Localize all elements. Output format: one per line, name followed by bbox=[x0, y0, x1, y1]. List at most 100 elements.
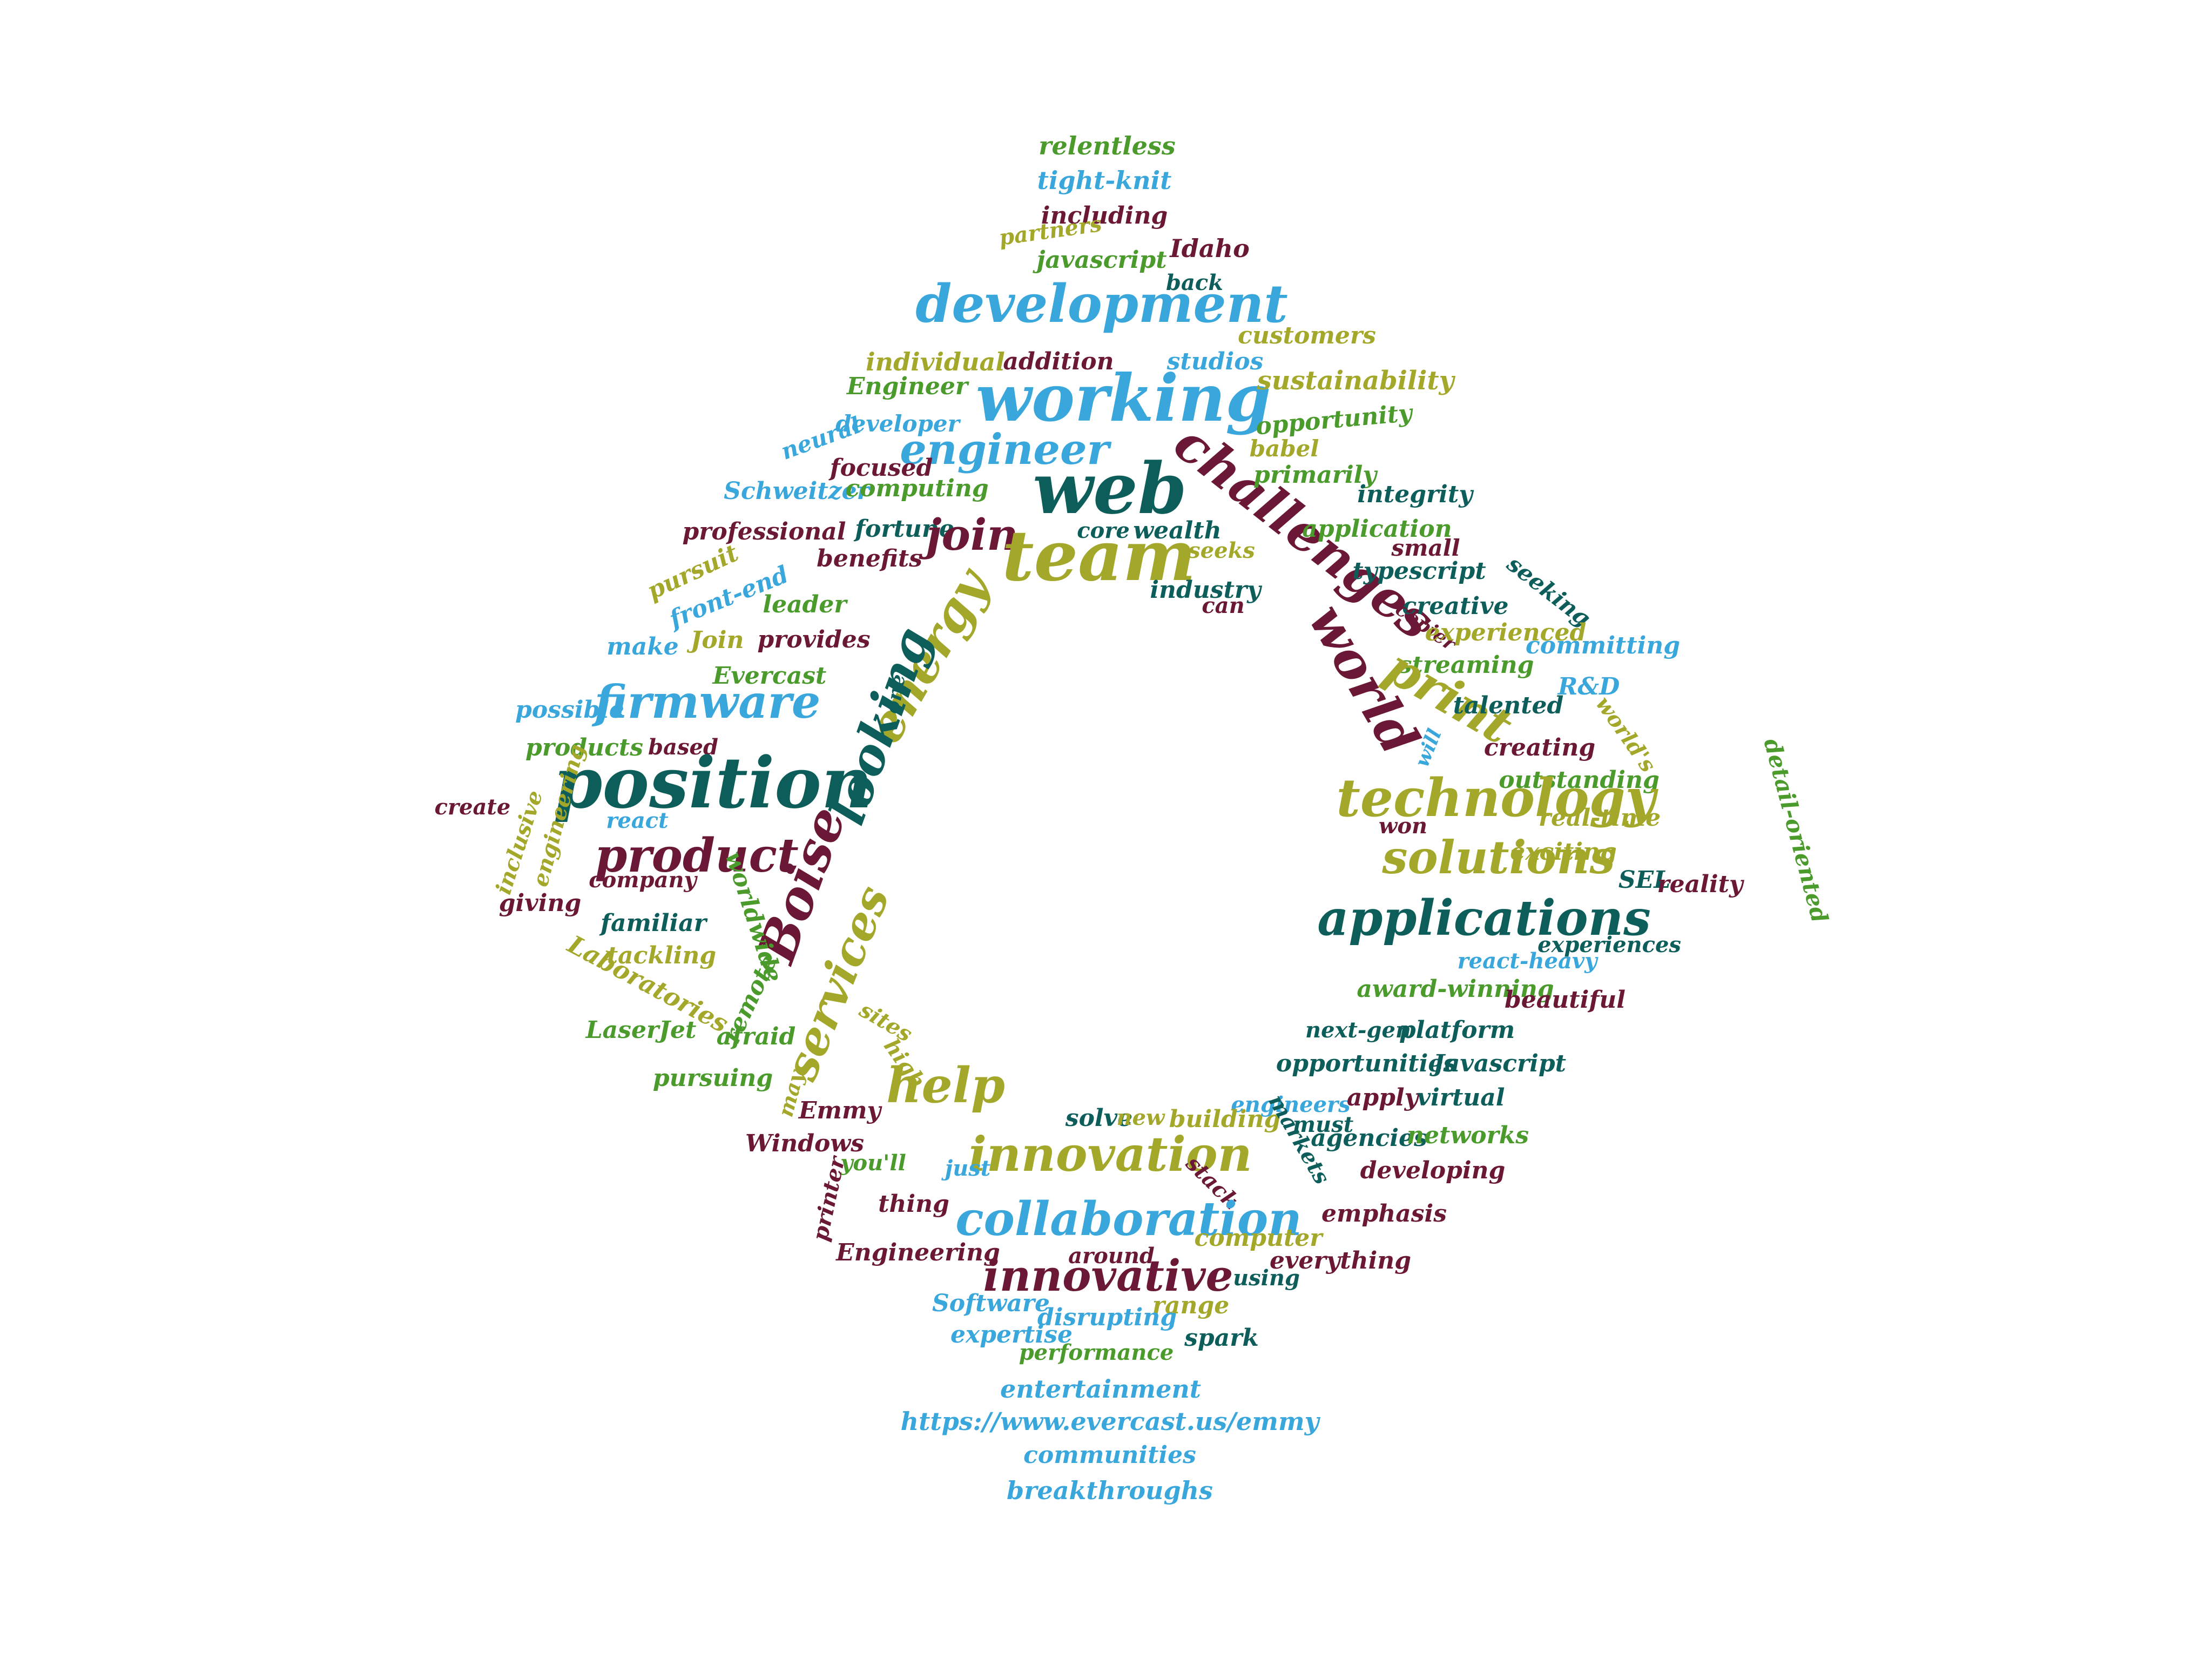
word-around: around bbox=[1068, 1243, 1155, 1269]
word-emphasis: emphasis bbox=[1321, 1200, 1447, 1228]
word-developing: developing bbox=[1360, 1157, 1506, 1184]
word-breakthroughs: breakthroughs bbox=[1007, 1476, 1213, 1505]
word-talented: talented bbox=[1453, 692, 1564, 719]
word-solve: solve bbox=[1065, 1104, 1133, 1132]
word-addition: addition bbox=[1003, 348, 1114, 375]
word-experiences: experiences bbox=[1537, 932, 1681, 957]
word-tackling: tackling bbox=[606, 942, 717, 969]
word-provides: provides bbox=[757, 626, 871, 653]
word-performance: performance bbox=[1019, 1340, 1174, 1365]
word-working: working bbox=[975, 360, 1271, 436]
word-babel: babel bbox=[1249, 435, 1319, 462]
word-apply: apply bbox=[1346, 1084, 1419, 1111]
word-sites: sites bbox=[855, 997, 917, 1047]
word-giving: giving bbox=[498, 889, 582, 917]
word-can: can bbox=[1202, 593, 1245, 618]
word-schweitzer: Schweitzer bbox=[724, 477, 869, 505]
word-innovative: innovative bbox=[983, 1250, 1233, 1301]
word-real-time: real-time bbox=[1538, 804, 1661, 832]
word-back: back bbox=[1166, 270, 1223, 295]
word-individual: individual bbox=[866, 347, 1005, 376]
word-typescript: typescript bbox=[1352, 557, 1486, 585]
word-streaming: streaming bbox=[1398, 651, 1534, 679]
word-range: range bbox=[1152, 1292, 1230, 1319]
word-idaho: Idaho bbox=[1170, 234, 1250, 263]
word-applications: applications bbox=[1317, 889, 1651, 947]
word-engineer-cap: Engineer bbox=[846, 373, 968, 400]
word-youll: you'll bbox=[840, 1150, 906, 1176]
word-printer: printer bbox=[807, 1154, 850, 1244]
word-beautiful: beautiful bbox=[1505, 986, 1626, 1014]
word-reality: reality bbox=[1657, 871, 1743, 898]
word-engineer: engineer bbox=[900, 425, 1109, 474]
word-networks: networks bbox=[1407, 1122, 1529, 1149]
word-familiar: familiar bbox=[601, 909, 706, 937]
word-sel: SEL bbox=[1618, 866, 1671, 894]
word-react: react bbox=[606, 808, 669, 833]
word-position: position bbox=[553, 741, 873, 824]
word-application: application bbox=[1302, 515, 1452, 543]
word-make: make bbox=[606, 633, 679, 660]
word-won: won bbox=[1378, 813, 1428, 839]
word-new: new bbox=[1116, 1105, 1165, 1130]
word-partners: partners bbox=[997, 211, 1104, 251]
word-fortune: fortune bbox=[855, 515, 954, 543]
word-integrity: integrity bbox=[1357, 481, 1473, 508]
word-using: using bbox=[1233, 1265, 1300, 1291]
word-benefits: benefits bbox=[817, 545, 922, 572]
word-engineers: engineers bbox=[1231, 1092, 1351, 1117]
word-including: including bbox=[1041, 202, 1168, 230]
word-just: just bbox=[945, 1156, 991, 1181]
word-outstanding: outstanding bbox=[1499, 766, 1660, 794]
word-professional: professional bbox=[682, 518, 846, 545]
word-spark: spark bbox=[1184, 1324, 1259, 1352]
word-exciting: exciting bbox=[1510, 838, 1617, 866]
word-help: help bbox=[886, 1057, 1005, 1114]
word-collaboration: collaboration bbox=[955, 1192, 1302, 1246]
word-windows: Windows bbox=[745, 1130, 865, 1157]
word-small: small bbox=[1391, 535, 1460, 561]
word-creative: creative bbox=[1402, 592, 1509, 620]
word-virtual: virtual bbox=[1417, 1084, 1505, 1111]
word-laserjet: LaserJet bbox=[585, 1016, 697, 1044]
word-evercast: Evercast bbox=[712, 662, 827, 690]
word-product: product bbox=[595, 828, 799, 883]
word-join-cap: Join bbox=[690, 626, 744, 654]
word-development: development bbox=[915, 273, 1288, 334]
word-agencies: agencies bbox=[1311, 1124, 1427, 1152]
word-firmware: firmware bbox=[594, 675, 821, 729]
word-core: core bbox=[1077, 518, 1130, 543]
word-join: join bbox=[926, 509, 1019, 560]
word-solutions: solutions bbox=[1382, 831, 1615, 884]
word-based: based bbox=[648, 734, 718, 760]
word-emmy: Emmy bbox=[798, 1097, 881, 1124]
word-computing: computing bbox=[845, 475, 989, 502]
word-thing: thing bbox=[878, 1190, 949, 1218]
word-javascript: javascript bbox=[1036, 246, 1167, 274]
word-web: web bbox=[1033, 447, 1187, 530]
word-software: Software bbox=[932, 1290, 1050, 1317]
word-sustainability: sustainability bbox=[1257, 366, 1454, 396]
word-leader: leader bbox=[763, 591, 847, 618]
word-javascript-cap: Javascript bbox=[1433, 1050, 1566, 1077]
word-react-heavy: react-heavy bbox=[1457, 948, 1597, 974]
word-creating: creating bbox=[1483, 734, 1596, 761]
word-engineering-cap: Engineering bbox=[836, 1239, 1000, 1266]
word-building: building bbox=[1169, 1105, 1281, 1133]
word-customers: customers bbox=[1238, 322, 1376, 349]
word-primarily: primarily bbox=[1253, 461, 1377, 489]
word-rnd: R&D bbox=[1557, 673, 1620, 700]
word-experienced: experienced bbox=[1425, 619, 1587, 646]
word-evercast-url: https://www.evercast.us/emmy bbox=[900, 1407, 1319, 1436]
word-wealth: wealth bbox=[1133, 517, 1222, 544]
word-create: create bbox=[434, 794, 511, 820]
word-products: products bbox=[525, 734, 643, 761]
word-communities: communities bbox=[1023, 1441, 1196, 1469]
word-developer: developer bbox=[835, 410, 960, 437]
word-disrupting: disrupting bbox=[1037, 1304, 1177, 1331]
word-worlds: world's bbox=[1590, 691, 1661, 777]
word-technology: technology bbox=[1336, 767, 1656, 828]
word-pursuing: pursuing bbox=[652, 1064, 773, 1092]
word-next-gen: next-gen bbox=[1305, 1017, 1411, 1043]
word-seeks: seeks bbox=[1188, 538, 1255, 563]
